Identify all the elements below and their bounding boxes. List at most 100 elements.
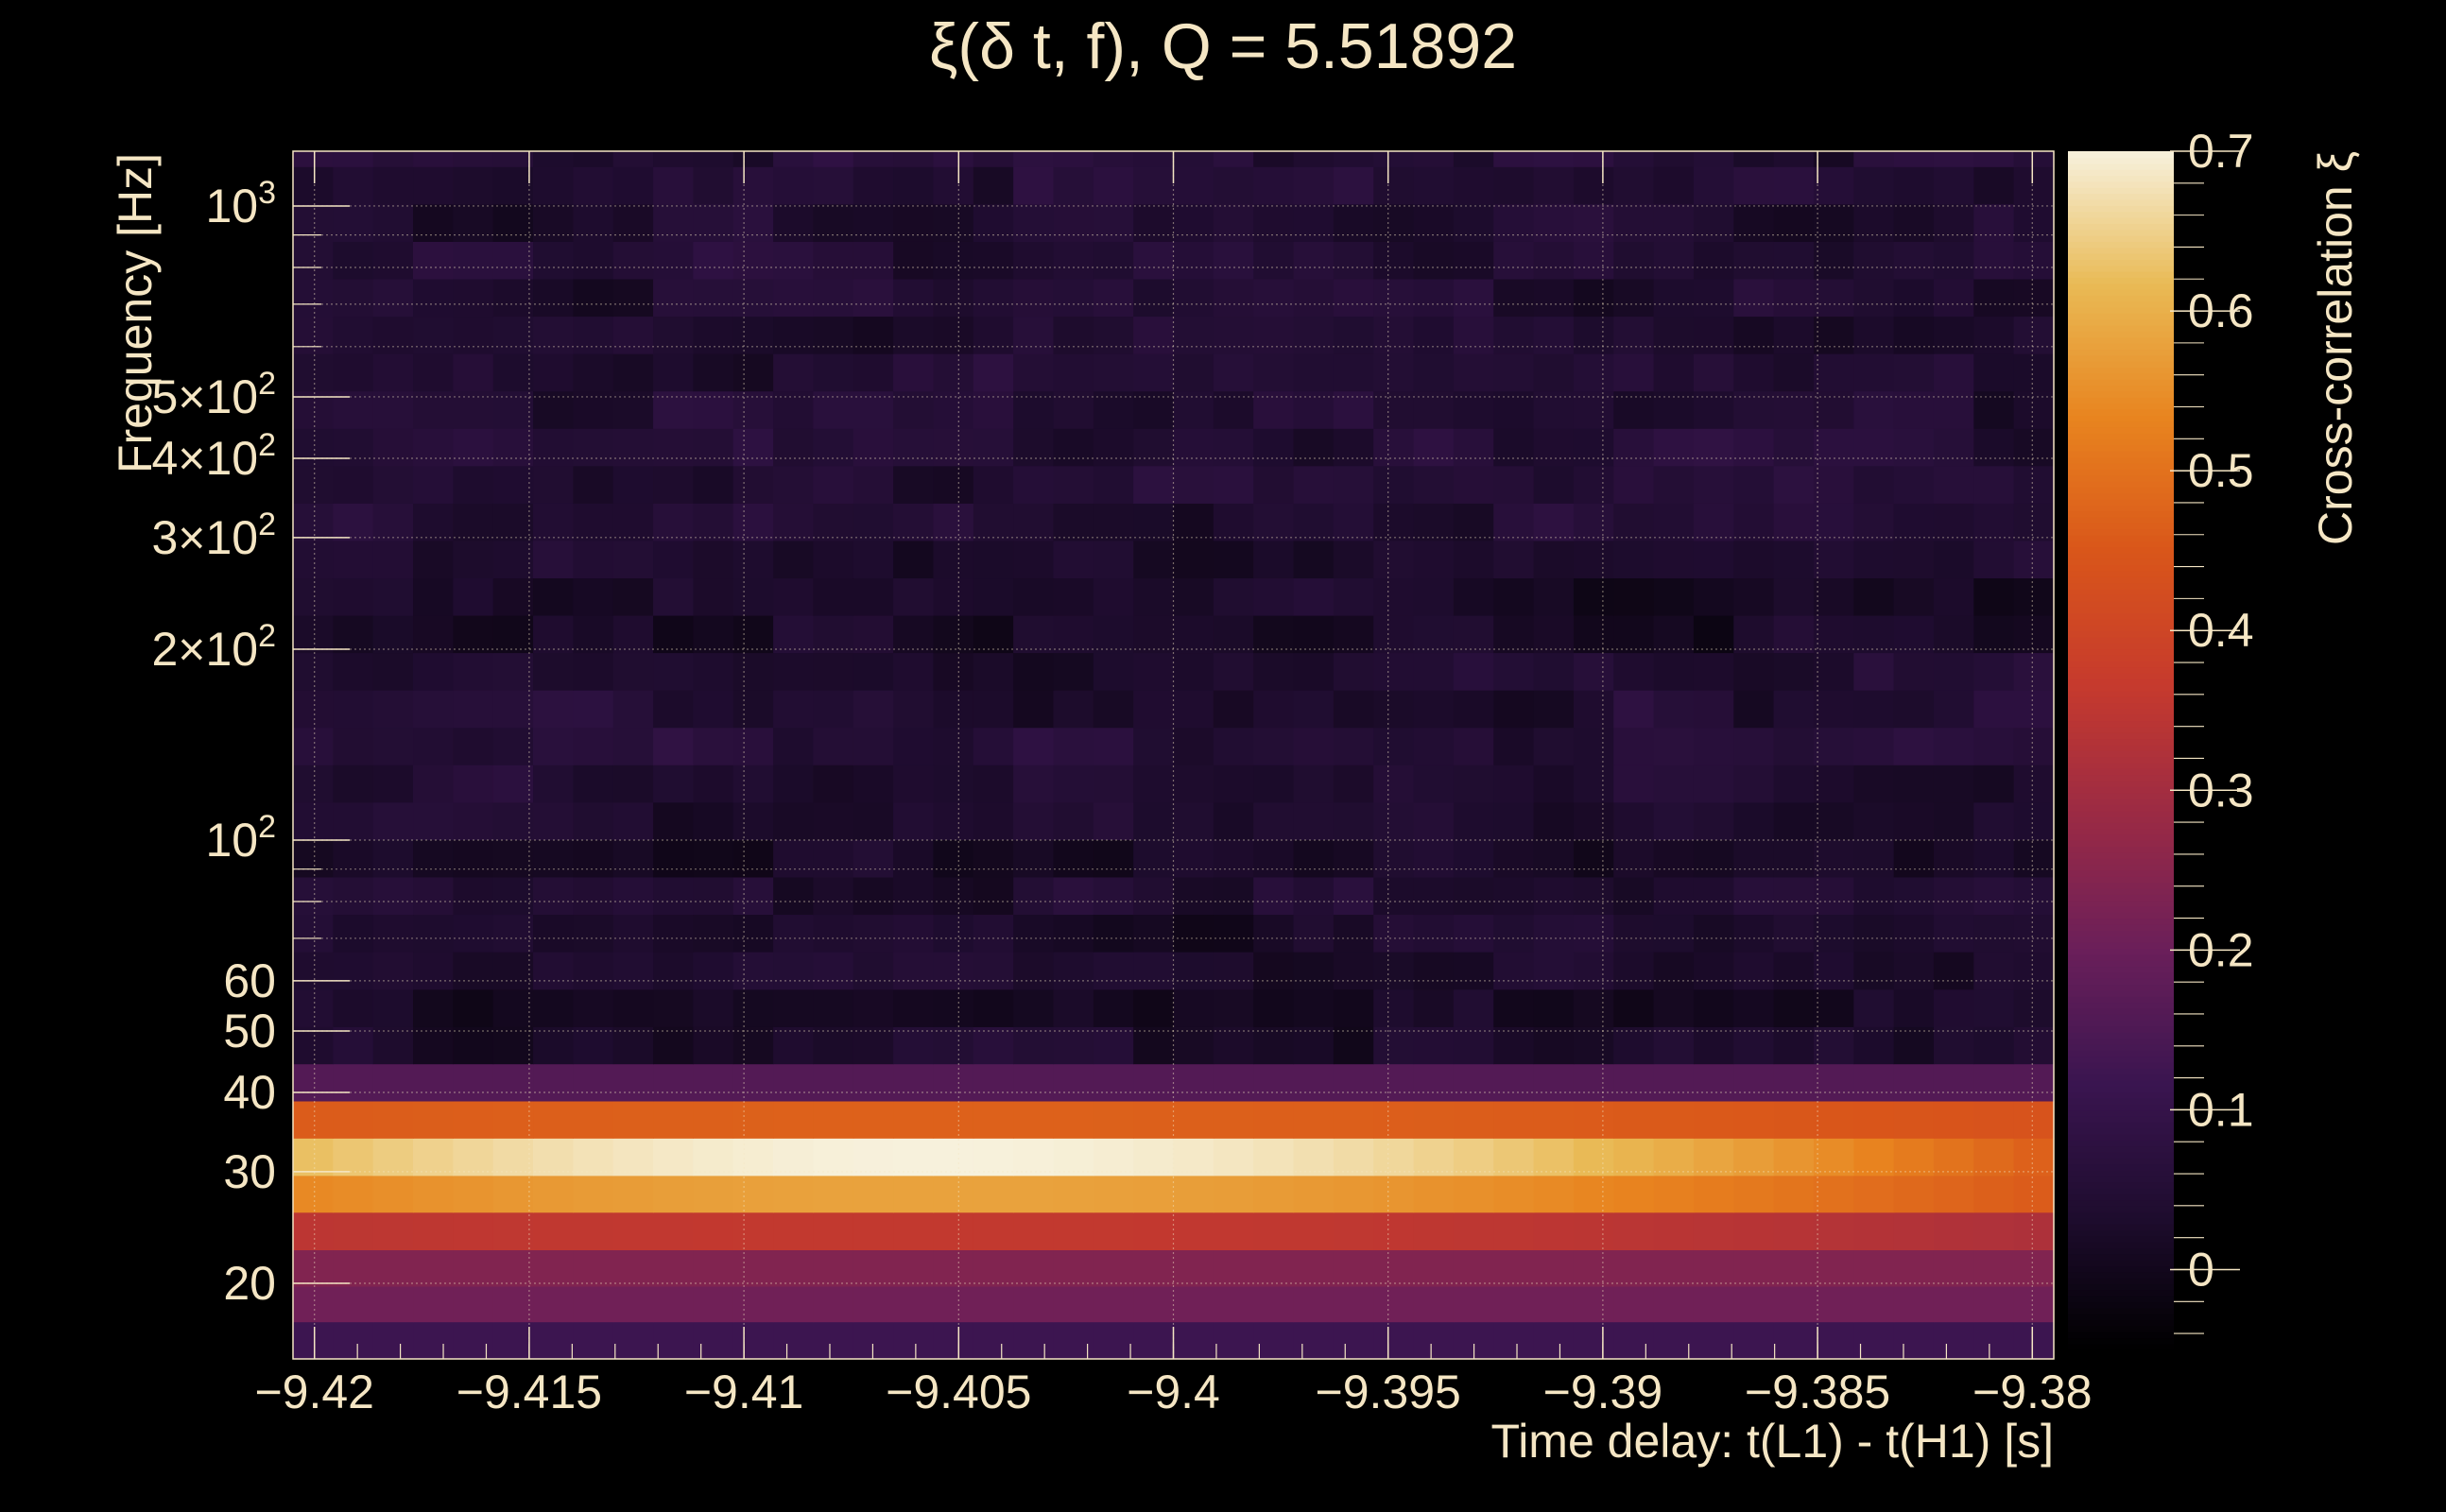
heatmap-cell: [893, 801, 935, 840]
heatmap-cell: [1693, 727, 1734, 765]
heatmap-cell: [372, 1100, 414, 1139]
heatmap-cell: [1413, 1249, 1455, 1287]
colorbar-segment: [2068, 713, 2174, 722]
heatmap-cell: [1613, 465, 1655, 504]
heatmap-cell: [653, 1211, 695, 1250]
heatmap-cell: [973, 428, 1014, 467]
colorbar-segment: [2068, 1050, 2174, 1057]
heatmap-cell: [1133, 503, 1175, 541]
heatmap-cell: [893, 1175, 935, 1213]
colorbar-segment: [2068, 1319, 2174, 1327]
heatmap-cell: [813, 540, 854, 579]
heatmap-cell: [1053, 1100, 1094, 1139]
heatmap-cell: [1173, 203, 1214, 242]
heatmap-cell: [333, 1100, 374, 1139]
heatmap-cell: [372, 1285, 414, 1323]
colorbar-segment: [2068, 995, 2174, 1004]
colorbar-segment: [2068, 1295, 2174, 1303]
colorbar-label: Cross-correlation ξ: [2309, 151, 2362, 545]
heatmap-cell: [413, 914, 454, 953]
heatmap-cell: [372, 1175, 414, 1213]
heatmap-cell: [573, 166, 614, 205]
heatmap-cell: [1853, 988, 1895, 1027]
heatmap-cell: [1413, 241, 1455, 280]
heatmap-cell: [2013, 1175, 2055, 1213]
heatmap-cell: [973, 166, 1014, 205]
heatmap-cell: [1213, 278, 1254, 318]
heatmap-cell: [1933, 952, 1974, 990]
colorbar-segment: [2068, 840, 2174, 848]
heatmap-cell: [1453, 390, 1494, 429]
heatmap-cell: [372, 390, 414, 429]
colorbar-segment: [2068, 1151, 2174, 1159]
heatmap-cell: [893, 727, 935, 765]
heatmap-cell: [1533, 614, 1575, 654]
heatmap-cell: [1853, 1175, 1895, 1213]
heatmap-cell: [1453, 690, 1494, 729]
heatmap-cell: [1733, 1249, 1775, 1287]
heatmap-cell: [1653, 614, 1695, 654]
heatmap-cell: [453, 203, 494, 242]
heatmap-cell: [732, 503, 774, 541]
heatmap-cell: [2013, 801, 2055, 840]
heatmap-cell: [1893, 1211, 1935, 1250]
heatmap-cell: [1933, 465, 1974, 504]
heatmap-cell: [1413, 540, 1455, 579]
heatmap-cell: [732, 952, 774, 990]
colorbar-segment: [2068, 534, 2174, 541]
heatmap-cell: [453, 765, 494, 803]
heatmap-cell: [533, 316, 574, 354]
heatmap-cell: [1933, 1026, 1974, 1065]
heatmap-cell: [1053, 540, 1094, 579]
colorbar-segment: [2068, 1187, 2174, 1194]
heatmap-cell: [1253, 316, 1295, 354]
heatmap-cell: [612, 801, 654, 840]
heatmap-cell: [453, 503, 494, 541]
colorbar-segment: [2068, 372, 2174, 380]
heatmap-cell: [1893, 1249, 1935, 1287]
heatmap-cell: [2013, 577, 2055, 616]
heatmap-cell: [2013, 1321, 2055, 1360]
heatmap-cell: [1653, 1211, 1695, 1250]
colorbar-segment: [2068, 726, 2174, 733]
heatmap-cell: [1853, 952, 1895, 990]
heatmap-cell: [1453, 577, 1494, 616]
heatmap-cell: [1693, 316, 1734, 354]
heatmap-cell: [893, 465, 935, 504]
heatmap-cell: [1653, 203, 1695, 242]
colorbar-segment: [2068, 1181, 2174, 1189]
heatmap-cell: [1933, 876, 1974, 916]
heatmap-cell: [293, 465, 334, 504]
heatmap-cell: [1253, 1138, 1295, 1177]
heatmap-cell: [333, 876, 374, 916]
heatmap-cell: [1733, 914, 1775, 953]
heatmap-cell: [1373, 1175, 1415, 1213]
heatmap-cell: [533, 465, 574, 504]
heatmap-cell: [1053, 727, 1094, 765]
heatmap-cell: [693, 1063, 734, 1102]
heatmap-cell: [1093, 614, 1134, 654]
heatmap-cell: [1693, 577, 1734, 616]
heatmap-cell: [413, 1249, 454, 1287]
heatmap-cell: [1253, 540, 1295, 579]
heatmap-cell: [1573, 1063, 1614, 1102]
heatmap-cell: [1653, 801, 1695, 840]
heatmap-cell: [612, 503, 654, 541]
heatmap-cell: [1173, 503, 1214, 541]
colorbar-segment: [2068, 792, 2174, 799]
heatmap-cell: [1173, 353, 1214, 392]
heatmap-cell: [732, 1321, 774, 1360]
heatmap-cell: [1813, 166, 1854, 205]
heatmap-cell: [1293, 151, 1335, 167]
heatmap-cell: [1093, 353, 1134, 392]
heatmap-cell: [1493, 952, 1535, 990]
colorbar-segment: [2068, 1025, 2174, 1033]
heatmap-cell: [1093, 952, 1134, 990]
heatmap-cell: [732, 151, 774, 167]
heatmap-cell: [933, 278, 974, 318]
heatmap-cell: [1053, 876, 1094, 916]
heatmap-cell: [533, 1211, 574, 1250]
heatmap-cell: [1693, 1175, 1734, 1213]
heatmap-cell: [1453, 801, 1494, 840]
heatmap-cell: [813, 503, 854, 541]
